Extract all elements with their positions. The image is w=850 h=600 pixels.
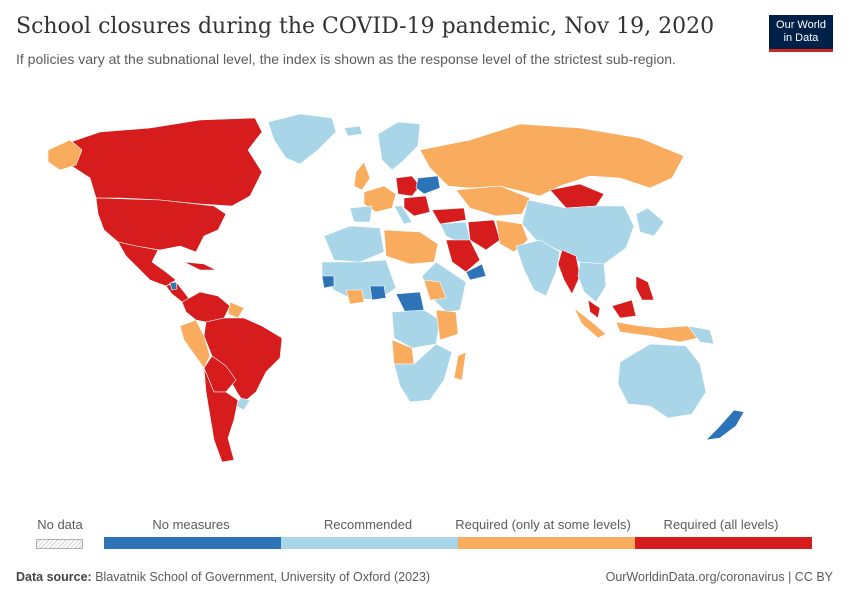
region-se-asia-mainland[interactable]	[577, 261, 607, 303]
region-guianas[interactable]	[227, 301, 245, 319]
region-australia[interactable]	[617, 343, 707, 419]
region-ukraine[interactable]	[415, 175, 441, 195]
region-mongolia[interactable]	[549, 183, 605, 209]
region-india[interactable]	[515, 239, 561, 297]
region-scandinavia[interactable]	[377, 121, 421, 171]
region-alaska[interactable]	[47, 139, 83, 171]
region-western-europe[interactable]	[363, 185, 397, 213]
region-central-america[interactable]	[165, 281, 191, 303]
region-cuba[interactable]	[183, 261, 217, 271]
region-gulf-of-guinea[interactable]	[345, 289, 365, 305]
legend-no-measures-label: No measures	[152, 517, 230, 532]
owid-logo[interactable]: Our World in Data	[769, 15, 833, 52]
region-yemen[interactable]	[465, 263, 487, 281]
data-source: Data source: Blavatnik School of Governm…	[16, 570, 430, 584]
region-iran[interactable]	[467, 219, 501, 251]
region-senegal[interactable]	[321, 275, 335, 289]
data-source-text: Blavatnik School of Government, Universi…	[95, 570, 431, 584]
legend-color-bar	[104, 537, 812, 549]
region-myanmar[interactable]	[557, 249, 581, 295]
region-iberia[interactable]	[349, 205, 373, 223]
region-madagascar[interactable]	[453, 351, 467, 381]
footer-credit-link[interactable]: OurWorldinData.org/coronavirus | CC BY	[605, 570, 833, 584]
region-congo[interactable]	[391, 309, 441, 349]
region-turkey[interactable]	[431, 207, 467, 225]
region-malaysia[interactable]	[587, 299, 637, 319]
region-north-africa-west[interactable]	[323, 225, 385, 263]
chart-subtitle: If policies vary at the subnational leve…	[16, 51, 676, 67]
region-new-zealand[interactable]	[705, 409, 745, 441]
region-canada[interactable]	[61, 117, 263, 207]
world-map[interactable]	[0, 100, 850, 470]
legend-swatch-no-measures[interactable]	[104, 537, 281, 549]
region-greenland[interactable]	[267, 113, 337, 165]
region-saudi-arabia[interactable]	[445, 239, 481, 273]
region-papua[interactable]	[687, 325, 715, 345]
legend-required-all-label: Required (all levels)	[663, 517, 779, 532]
region-nicaragua[interactable]	[169, 281, 178, 291]
region-southern-africa[interactable]	[393, 343, 453, 403]
region-nigeria[interactable]	[369, 285, 387, 301]
region-philippines[interactable]	[635, 275, 655, 301]
logo-line-1: Our World	[776, 19, 826, 31]
logo-line-2: in Data	[783, 32, 819, 44]
region-argentina-chile[interactable]	[203, 367, 239, 463]
region-china[interactable]	[521, 199, 635, 265]
region-balkans[interactable]	[403, 195, 431, 217]
chart-title: School closures during the COVID-19 pand…	[16, 14, 715, 39]
region-kazakhstan[interactable]	[455, 185, 531, 217]
region-uk[interactable]	[353, 161, 371, 191]
legend-no-data-swatch[interactable]	[36, 539, 83, 549]
region-russia[interactable]	[419, 123, 685, 197]
legend-no-data-label: No data	[37, 517, 83, 532]
legend-required-some-label: Required (only at some levels)	[455, 517, 631, 532]
region-italy[interactable]	[393, 205, 413, 225]
legend-swatch-recommended[interactable]	[281, 537, 458, 549]
region-east-africa[interactable]	[435, 309, 459, 341]
region-mexico[interactable]	[117, 241, 177, 287]
region-usa[interactable]	[95, 197, 227, 253]
region-ecuador-peru[interactable]	[179, 319, 211, 369]
region-iceland[interactable]	[343, 125, 363, 137]
region-japan-korea[interactable]	[635, 207, 665, 237]
region-middle-east[interactable]	[439, 221, 471, 243]
region-central-europe[interactable]	[395, 175, 421, 197]
legend-recommended-label: Recommended	[323, 517, 413, 532]
region-colombia-venezuela[interactable]	[181, 291, 231, 323]
data-source-label: Data source:	[16, 570, 92, 584]
region-north-africa-east[interactable]	[383, 229, 439, 265]
region-ethiopia[interactable]	[423, 279, 447, 301]
legend-swatch-required-all[interactable]	[635, 537, 812, 549]
legend-swatch-required-some[interactable]	[458, 537, 635, 549]
